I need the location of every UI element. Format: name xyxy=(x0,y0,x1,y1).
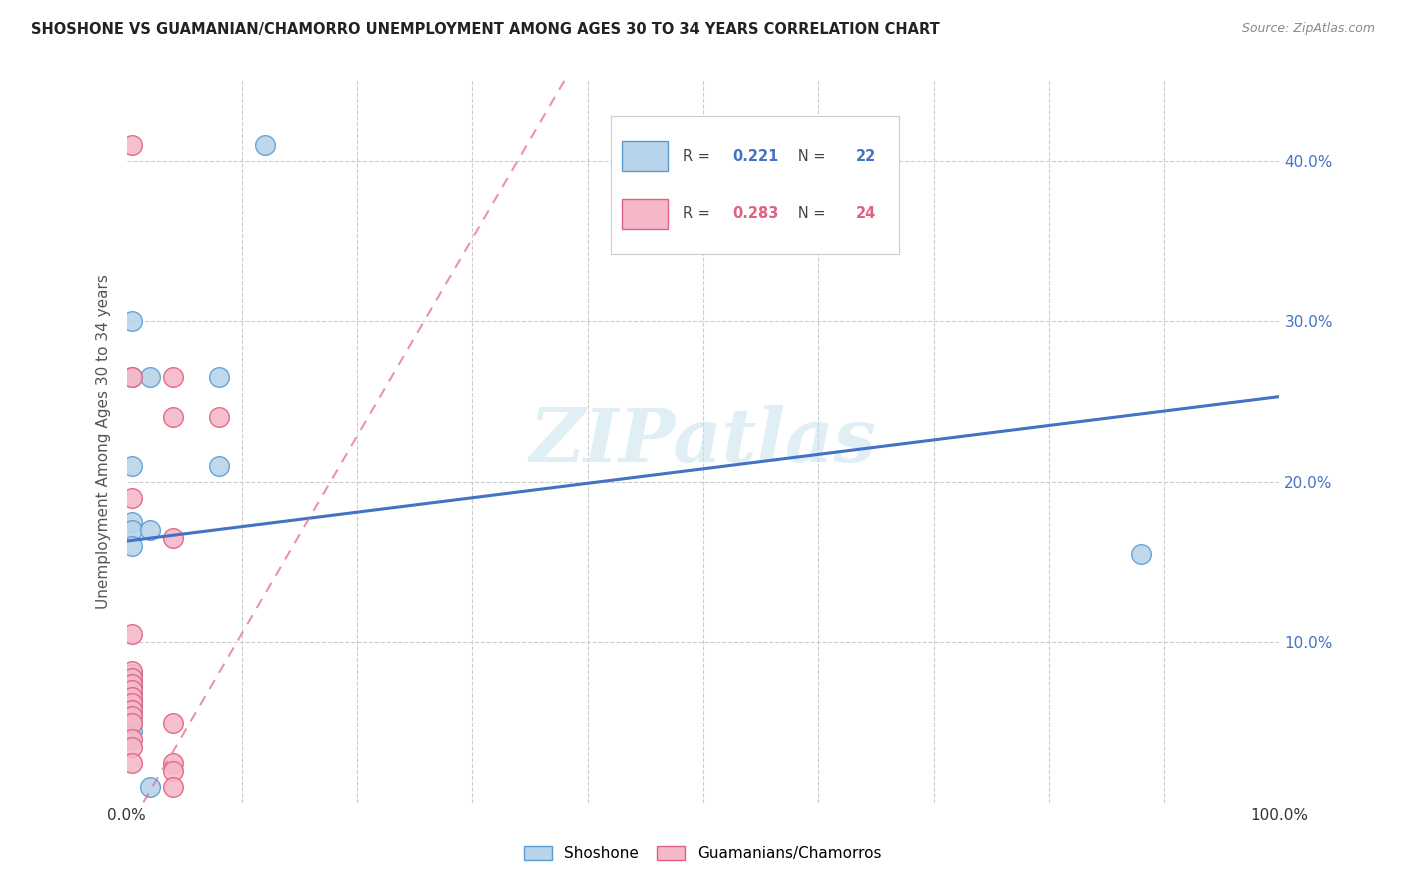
Legend: Shoshone, Guamanians/Chamorros: Shoshone, Guamanians/Chamorros xyxy=(519,840,887,867)
Point xyxy=(208,458,231,473)
Point xyxy=(121,739,143,754)
Point xyxy=(121,707,143,722)
Point xyxy=(121,696,143,710)
Point xyxy=(121,699,143,714)
Point xyxy=(121,731,143,746)
Point xyxy=(121,515,143,529)
Point xyxy=(121,683,143,698)
Point xyxy=(138,523,160,537)
Point xyxy=(121,370,143,384)
Point xyxy=(121,690,143,704)
Point xyxy=(253,137,276,152)
Point xyxy=(162,370,184,384)
Point xyxy=(208,410,231,425)
Point xyxy=(162,764,184,778)
Point xyxy=(121,675,143,690)
Point xyxy=(121,137,143,152)
Point xyxy=(162,531,184,545)
Point xyxy=(121,627,143,641)
Point xyxy=(121,458,143,473)
Point xyxy=(121,715,143,730)
Point xyxy=(138,370,160,384)
Text: SHOSHONE VS GUAMANIAN/CHAMORRO UNEMPLOYMENT AMONG AGES 30 TO 34 YEARS CORRELATIO: SHOSHONE VS GUAMANIAN/CHAMORRO UNEMPLOYM… xyxy=(31,22,939,37)
Point xyxy=(121,491,143,505)
Point xyxy=(162,410,184,425)
Point xyxy=(121,693,143,707)
Point xyxy=(121,677,143,691)
Point xyxy=(121,680,143,694)
Text: Source: ZipAtlas.com: Source: ZipAtlas.com xyxy=(1241,22,1375,36)
Point xyxy=(1130,547,1153,561)
Point xyxy=(121,523,143,537)
Point xyxy=(121,314,143,328)
Point xyxy=(121,671,143,685)
Point xyxy=(121,723,143,738)
Point xyxy=(208,370,231,384)
Point xyxy=(121,709,143,723)
Point xyxy=(162,715,184,730)
Point xyxy=(162,756,184,770)
Point xyxy=(121,667,143,681)
Point xyxy=(121,370,143,384)
Point xyxy=(121,664,143,678)
Point xyxy=(138,780,160,794)
Point xyxy=(121,703,143,717)
Point xyxy=(121,539,143,553)
Point xyxy=(162,780,184,794)
Point xyxy=(121,756,143,770)
Y-axis label: Unemployment Among Ages 30 to 34 years: Unemployment Among Ages 30 to 34 years xyxy=(96,274,111,609)
Point xyxy=(121,687,143,701)
Text: ZIPatlas: ZIPatlas xyxy=(530,405,876,478)
Point xyxy=(121,715,143,730)
